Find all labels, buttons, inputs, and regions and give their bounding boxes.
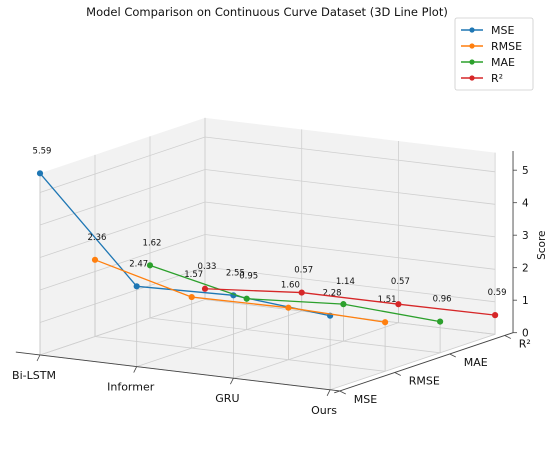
metric-tick-label: MSE: [354, 393, 377, 406]
series-line: [39, 172, 331, 317]
gridline-score: [39, 169, 496, 226]
data-label: 0.96: [433, 295, 452, 305]
data-label: 2.36: [88, 233, 107, 243]
legend-swatch-marker: [469, 27, 475, 33]
chart-legend: MSE RMSE MAE R²: [454, 17, 534, 91]
score-tick-label: 3: [522, 230, 529, 242]
data-label: 1.57: [184, 270, 203, 280]
metric-tick-label: R²: [519, 337, 531, 350]
data-point: [395, 301, 402, 308]
back-pane: [205, 117, 496, 335]
data-point: [133, 283, 140, 290]
score-tick-label: 5: [522, 165, 529, 177]
data-point: [201, 285, 209, 292]
legend-box: [454, 17, 534, 91]
metric-tick-mark: [394, 372, 401, 376]
model-tick-mark: [36, 354, 41, 362]
data-label: 1.51: [378, 295, 397, 305]
data-point: [36, 170, 44, 177]
legend-swatch-marker: [469, 59, 475, 65]
data-label: 1.60: [281, 281, 300, 291]
data-label: 0.59: [488, 288, 507, 298]
score-tick-label: 1: [522, 295, 529, 307]
model-tick-label: Bi-LSTM: [12, 369, 56, 382]
model-tick-mark: [326, 389, 331, 396]
data-label: 2.28: [323, 289, 342, 299]
data-point: [492, 312, 499, 319]
score-tick-label: 2: [522, 263, 529, 275]
data-point: [340, 301, 347, 308]
chart-title: Model Comparison on Continuous Curve Dat…: [86, 5, 448, 19]
metric-axis-line: [334, 332, 514, 394]
chart-drop-lines: [39, 173, 496, 390]
data-label: 1.14: [336, 277, 355, 287]
metric-tick-mark: [339, 390, 346, 395]
data-label: 5.59: [33, 146, 52, 156]
model-axis-line: [15, 351, 340, 392]
left-pane: [40, 117, 205, 355]
model-tick-label: GRU: [215, 392, 239, 405]
gridline-score: [39, 201, 496, 258]
series-line: [204, 288, 496, 316]
data-point: [298, 289, 305, 296]
data-label: 0.95: [239, 272, 258, 282]
data-label: 1.62: [143, 238, 162, 248]
metric-tick-label: MAE: [464, 356, 488, 369]
metric-tick-mark: [449, 353, 456, 358]
data-label: 2.55: [226, 268, 245, 278]
gridline-score: [39, 136, 496, 193]
series-line: [94, 259, 386, 323]
series-line: [149, 264, 441, 323]
model-tick-label: Ours: [311, 404, 337, 417]
legend-label: R²: [491, 72, 503, 85]
score-axis-label: Score: [536, 230, 548, 259]
data-point: [188, 293, 195, 301]
data-point: [437, 318, 444, 325]
legend-label: MAE: [491, 56, 515, 69]
model-tick-mark: [230, 378, 234, 385]
metric-tick-mark: [504, 335, 511, 339]
model-tick-label: Informer: [107, 381, 155, 394]
data-point: [91, 256, 99, 263]
legend-label: RMSE: [491, 40, 522, 53]
data-point: [146, 262, 154, 269]
data-point: [285, 304, 292, 311]
legend-label: MSE: [491, 24, 514, 37]
data-point: [382, 319, 389, 326]
data-label: 0.57: [391, 277, 410, 287]
data-label: 0.57: [294, 266, 313, 276]
metric-tick-label: RMSE: [409, 374, 440, 387]
data-point: [243, 295, 250, 302]
chart-axes: Bi-LSTM Informer GRU Ours MSE RMSE MAE R²0 1 2 3 4 5…: [12, 151, 548, 417]
data-label: 0.33: [198, 262, 217, 272]
chart-series: 5.59 2.47 2.55 2.28 2.36 1.57 1.60 1.51 1.62 0.95…: [33, 146, 507, 326]
score-tick-label: 4: [522, 198, 529, 210]
score-tick-label: 0: [522, 328, 529, 340]
model-tick-mark: [133, 366, 138, 373]
legend-swatch-marker: [469, 43, 475, 49]
data-label: 2.47: [129, 259, 148, 269]
legend-swatch-marker: [469, 75, 475, 81]
